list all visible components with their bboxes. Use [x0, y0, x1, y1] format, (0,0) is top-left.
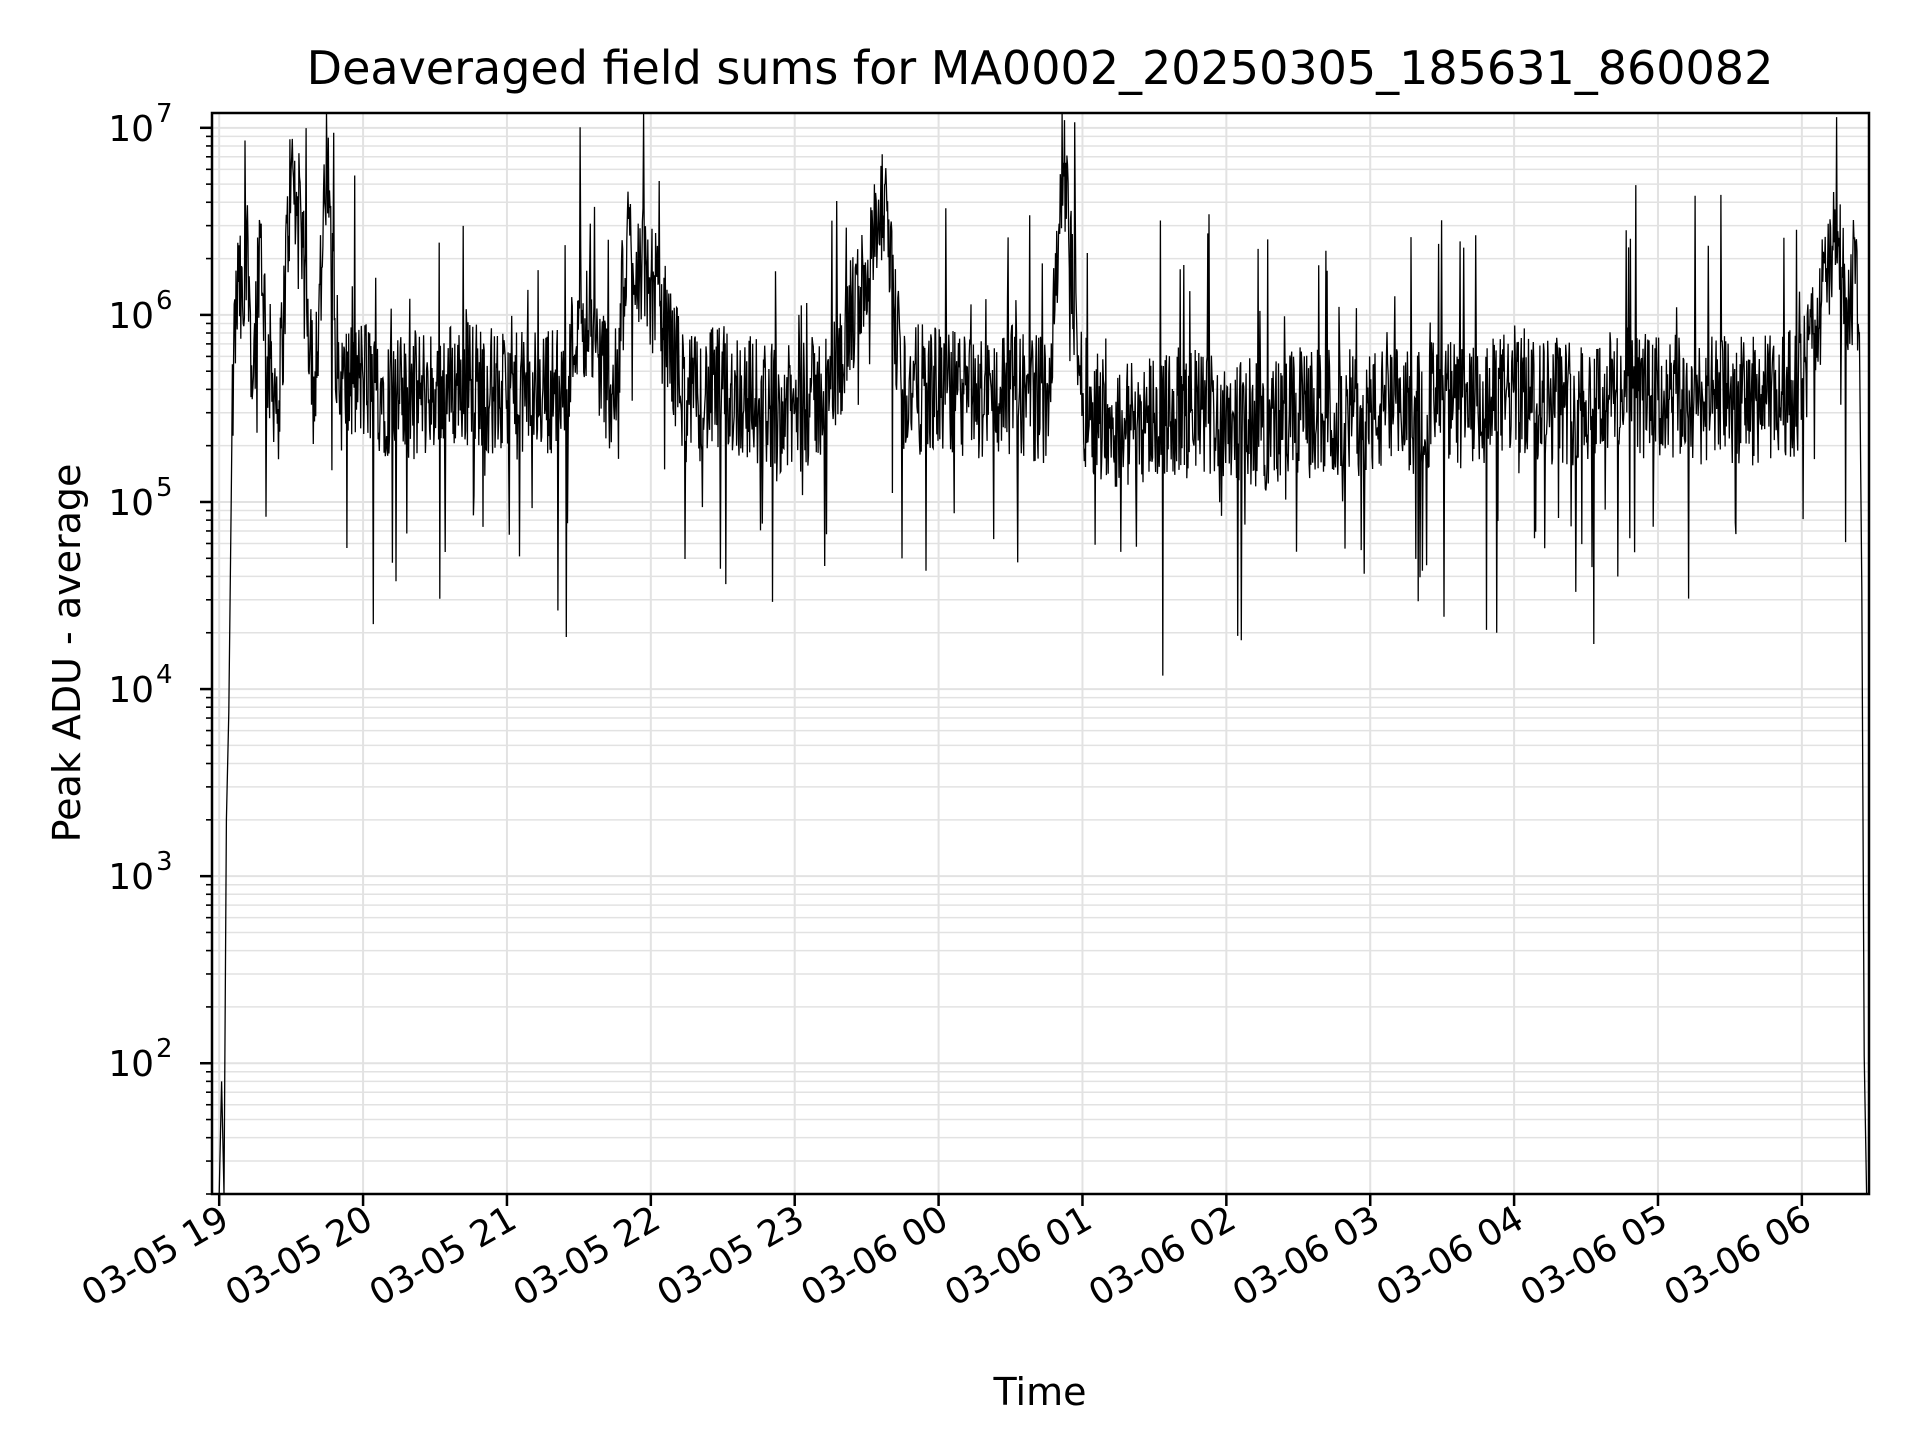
- series-line: [218, 112, 1868, 1195]
- y-tick-exponent: 3: [156, 847, 173, 877]
- y-tick-label: 10: [108, 296, 154, 337]
- y-tick-exponent: 5: [156, 473, 173, 503]
- plot-frame: [210, 111, 1871, 1196]
- y-tick-exponent: 6: [156, 286, 173, 316]
- y-axis-label: Peak ADU - average: [45, 464, 89, 843]
- y-tick-label: 10: [108, 857, 154, 898]
- y-tick-exponent: 2: [156, 1034, 173, 1064]
- y-tick-label: 10: [108, 483, 154, 524]
- y-tick-exponent: 7: [156, 99, 173, 129]
- y-tick-exponent: 4: [156, 660, 173, 690]
- y-tick-label: 10: [108, 109, 154, 150]
- series-layer: [218, 112, 1868, 1195]
- grid: [212, 113, 1869, 1195]
- y-tick-label: 10: [108, 1044, 154, 1085]
- x-axis-label: Time: [993, 1370, 1087, 1414]
- chart-title: Deaveraged field sums for MA0002_2025030…: [307, 41, 1774, 95]
- y-tick-label: 10: [108, 670, 154, 711]
